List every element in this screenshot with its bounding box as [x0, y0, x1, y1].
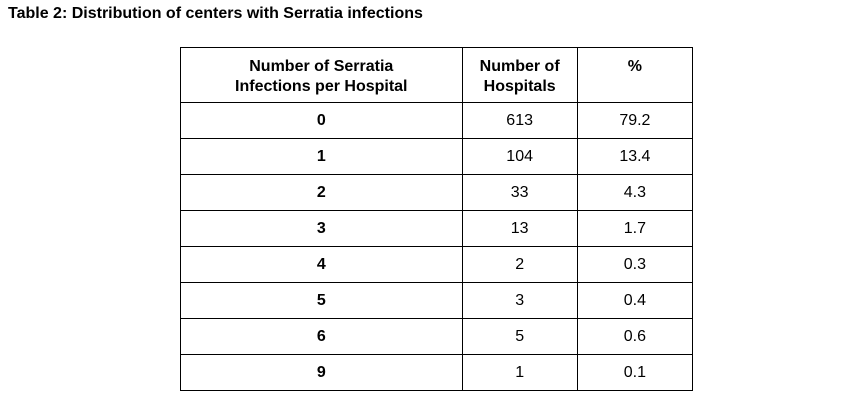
hospitals-count-cell: 2: [461, 246, 578, 283]
infections-count-cell: 4: [180, 246, 463, 283]
header-row: Number of Serratia Infections per Hospit…: [180, 47, 694, 103]
header-line: Number of Serratia: [249, 58, 394, 75]
header-line: Hospitals: [483, 78, 556, 95]
infections-count-cell: 9: [180, 354, 463, 391]
percent-cell: 79.2: [576, 102, 694, 139]
hospitals-count-cell: 3: [461, 282, 578, 319]
table-row: 2 33 4.3: [180, 174, 694, 211]
infections-count-cell: 2: [180, 174, 463, 211]
table-row: 9 1 0.1: [180, 354, 694, 391]
infections-count-cell: 5: [180, 282, 463, 319]
hospitals-count-cell: 613: [461, 102, 578, 139]
header-line: %: [627, 58, 642, 75]
percent-cell: 0.3: [576, 246, 694, 283]
percent-cell: 0.4: [576, 282, 694, 319]
header-line: Infections per Hospital: [235, 78, 408, 95]
hospitals-count-cell: 104: [461, 138, 578, 175]
header-percent: %: [576, 47, 694, 103]
percent-cell: 0.6: [576, 318, 694, 355]
table-row: 3 13 1.7: [180, 210, 694, 247]
infections-count-cell: 6: [180, 318, 463, 355]
hospitals-count-cell: 33: [461, 174, 578, 211]
table-caption: Table 2: Distribution of centers with Se…: [8, 5, 423, 22]
table-row: 5 3 0.4: [180, 282, 694, 319]
header-number-of-hospitals: Number of Hospitals: [461, 47, 578, 103]
percent-cell: 4.3: [576, 174, 694, 211]
header-infections-per-hospital: Number of Serratia Infections per Hospit…: [180, 47, 463, 103]
table-row: 4 2 0.3: [180, 246, 694, 283]
percent-cell: 1.7: [576, 210, 694, 247]
table-row: 1 104 13.4: [180, 138, 694, 175]
hospitals-count-cell: 13: [461, 210, 578, 247]
infections-count-cell: 1: [180, 138, 463, 175]
percent-cell: 13.4: [576, 138, 694, 175]
distribution-table: Number of Serratia Infections per Hospit…: [180, 47, 694, 391]
infections-count-cell: 3: [180, 210, 463, 247]
infections-count-cell: 0: [180, 102, 463, 139]
percent-cell: 0.1: [576, 354, 694, 391]
table-row: 0 613 79.2: [180, 102, 694, 139]
hospitals-count-cell: 1: [461, 354, 578, 391]
hospitals-count-cell: 5: [461, 318, 578, 355]
header-line: Number of: [479, 58, 560, 75]
table-row: 6 5 0.6: [180, 318, 694, 355]
